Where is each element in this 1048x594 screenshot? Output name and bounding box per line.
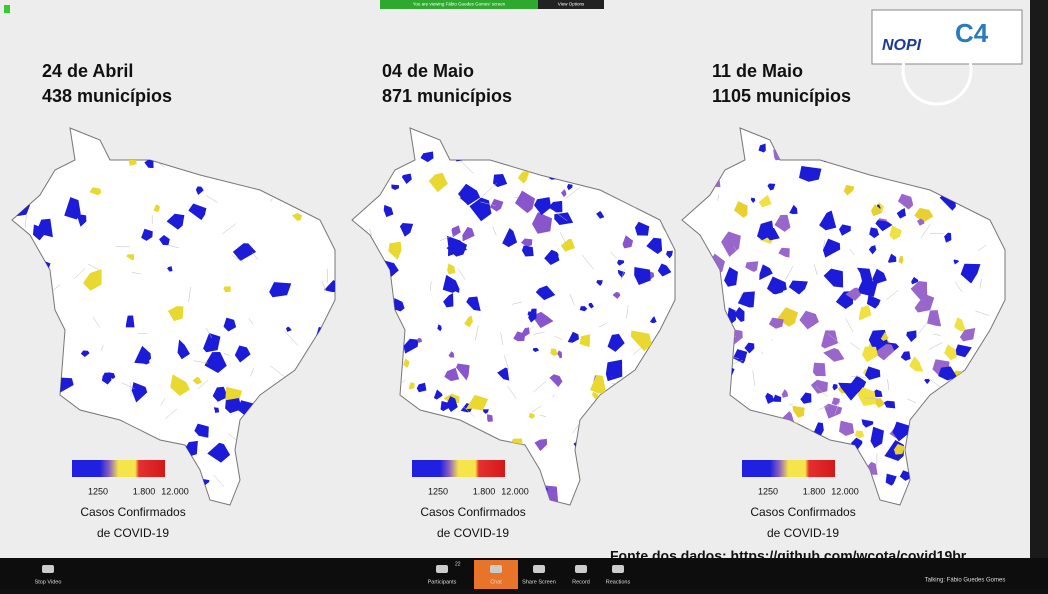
legend-label: 12.000 (831, 486, 859, 496)
stop-video-icon[interactable] (42, 565, 54, 573)
panel-date: 11 de Maio (712, 61, 803, 81)
legend-title: Casos Confirmados (80, 505, 185, 519)
legend-label: 1.800 (133, 486, 156, 496)
legend-label: 12.000 (161, 486, 189, 496)
legend-title: Casos Confirmados (750, 505, 855, 519)
municipality-patch (813, 363, 826, 376)
municipality-patch (487, 414, 493, 422)
record-label[interactable]: Record (572, 579, 590, 585)
logo-right: C4 (955, 18, 989, 48)
talking-label: Talking: Fábio Guedes Gomes (925, 578, 1006, 584)
chat-icon[interactable] (490, 565, 502, 573)
legend-label: 50 (438, 486, 448, 496)
legend-label: 50 (768, 486, 778, 496)
legend-bar (742, 460, 835, 477)
legend-title: de COVID-19 (97, 526, 169, 540)
legend-title: de COVID-19 (767, 526, 839, 540)
logo-left: NOPI (882, 37, 922, 54)
stop-video-label[interactable]: Stop Video (35, 579, 62, 585)
panel-count: 1105 municípios (712, 86, 851, 106)
share-screen-label[interactable]: Share Screen (522, 579, 556, 585)
legend-bar (412, 460, 505, 477)
reactions-label[interactable]: Reactions (606, 579, 631, 585)
record-icon[interactable] (575, 565, 587, 573)
legend-label: 50 (98, 486, 108, 496)
legend-bar (72, 460, 165, 477)
legend-label: 12.000 (501, 486, 529, 496)
participants-icon[interactable] (436, 565, 448, 573)
legend-title: de COVID-19 (437, 526, 509, 540)
legend-label: 1.800 (473, 486, 496, 496)
panel-date: 04 de Maio (382, 61, 474, 81)
legend-label: 12 (88, 486, 98, 496)
reactions-icon[interactable] (612, 565, 624, 573)
banner-text: You are viewing Fábio Guedes Gomes' scre… (413, 2, 506, 7)
share-screen-icon[interactable] (533, 565, 545, 573)
side-strip (1030, 0, 1048, 558)
legend-label: 12 (428, 486, 438, 496)
panel-count: 438 municípios (42, 86, 172, 106)
legend-title: Casos Confirmados (420, 505, 525, 519)
panel-date: 24 de Abril (42, 61, 133, 81)
security-icon (4, 5, 10, 13)
participants-count: 22 (455, 561, 461, 567)
chat-label[interactable]: Chat (490, 579, 502, 585)
legend-label: 1.800 (803, 486, 826, 496)
participants-label[interactable]: Participants (428, 579, 457, 585)
legend-label: 12 (758, 486, 768, 496)
view-options[interactable]: View Options (558, 2, 585, 7)
panel-count: 871 municípios (382, 86, 512, 106)
